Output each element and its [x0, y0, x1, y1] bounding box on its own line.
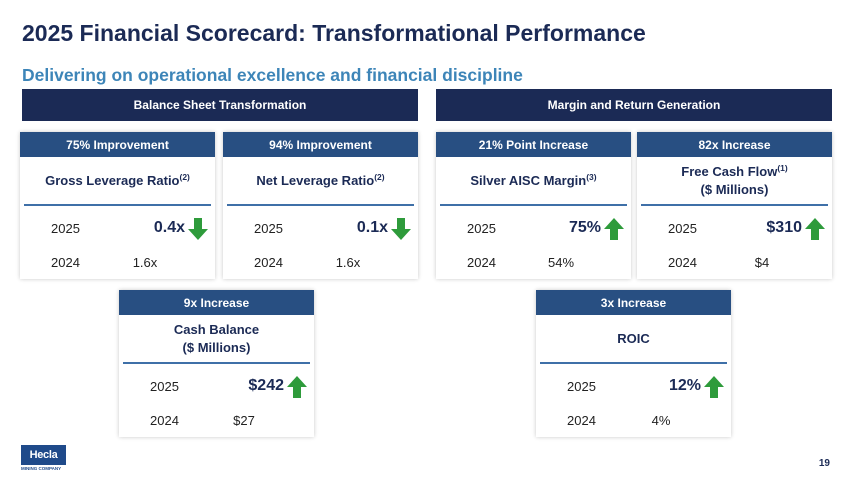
logo-tagline: MINING COMPANY — [21, 466, 62, 471]
increase-badge: 3x Increase — [536, 290, 731, 315]
footnote-ref: (2) — [374, 171, 385, 182]
metric-title: Gross Leverage Ratio(2) — [24, 157, 211, 206]
year-label: 2024 — [567, 412, 596, 428]
increase-badge: 21% Point Increase — [436, 132, 631, 157]
value-current: 12% — [668, 377, 701, 394]
value-prior: 1.6x — [132, 254, 158, 270]
arrow-down-icon — [391, 218, 411, 240]
row-current: 2025 12% — [536, 369, 731, 403]
row-current: 2025 0.4x — [20, 211, 215, 245]
row-current: 2025 75% — [436, 211, 631, 245]
year-label: 2024 — [467, 254, 496, 270]
arrow-up-icon — [704, 376, 724, 398]
slide-subtitle: Delivering on operational excellence and… — [22, 65, 523, 85]
metric-title: ROIC — [540, 315, 727, 364]
footnote-ref: (3) — [586, 171, 597, 182]
logo-wordmark: Hecla — [21, 445, 66, 465]
value-current: 0.1x — [356, 219, 388, 236]
value-current: 0.4x — [153, 219, 185, 236]
arrow-up-icon — [604, 218, 624, 240]
metric-title: Net Leverage Ratio(2) — [227, 157, 414, 206]
arrow-up-icon — [287, 376, 307, 398]
value-prior: 54% — [547, 254, 575, 270]
value-prior: $4 — [754, 254, 770, 270]
year-label: 2024 — [150, 412, 179, 428]
value-prior: 1.6x — [335, 254, 361, 270]
scorecard-gross-leverage: 75% Improvement Gross Leverage Ratio(2) … — [20, 132, 215, 279]
row-prior: 2024 54% — [436, 245, 631, 279]
metric-title: Silver AISC Margin(3) — [440, 157, 627, 206]
improvement-badge: 75% Improvement — [20, 132, 215, 157]
company-logo: Hecla MINING COMPANY — [21, 445, 68, 471]
year-label: 2025 — [254, 220, 283, 236]
year-label: 2025 — [668, 220, 697, 236]
row-prior: 2024 4% — [536, 403, 731, 437]
year-label: 2025 — [467, 220, 496, 236]
year-label: 2024 — [254, 254, 283, 270]
scorecard-free-cash-flow: 82x Increase Free Cash Flow(1) ($ Million… — [637, 132, 832, 279]
value-prior: 4% — [651, 412, 671, 428]
year-label: 2024 — [51, 254, 80, 270]
improvement-badge: 94% Improvement — [223, 132, 418, 157]
row-prior: 2024 $27 — [119, 403, 314, 437]
scorecard-net-leverage: 94% Improvement Net Leverage Ratio(2) 20… — [223, 132, 418, 279]
footnote-ref: (1) — [777, 162, 788, 173]
value-current: $310 — [766, 219, 802, 236]
scorecard-silver-aisc-margin: 21% Point Increase Silver AISC Margin(3)… — [436, 132, 631, 279]
page-number: 19 — [818, 458, 830, 469]
slide-title: 2025 Financial Scorecard: Transformation… — [22, 20, 646, 46]
value-current: 75% — [568, 219, 601, 236]
row-prior: 2024 $4 — [637, 245, 832, 279]
row-current: 2025 $242 — [119, 369, 314, 403]
year-label: 2025 — [51, 220, 80, 236]
row-prior: 2024 1.6x — [20, 245, 215, 279]
footnote-ref: (2) — [179, 171, 190, 182]
metric-title: Free Cash Flow(1) ($ Millions) — [641, 157, 828, 206]
metric-title: Cash Balance ($ Millions) — [123, 315, 310, 364]
year-label: 2024 — [668, 254, 697, 270]
scorecard-roic: 3x Increase ROIC 2025 12% 2024 4% — [536, 290, 731, 437]
row-prior: 2024 1.6x — [223, 245, 418, 279]
value-current: $242 — [248, 377, 284, 394]
arrow-up-icon — [805, 218, 825, 240]
increase-badge: 9x Increase — [119, 290, 314, 315]
year-label: 2025 — [567, 378, 596, 394]
section-header-balance-sheet: Balance Sheet Transformation — [22, 89, 418, 121]
scorecard-cash-balance: 9x Increase Cash Balance ($ Millions) 202… — [119, 290, 314, 437]
section-header-margin-return: Margin and Return Generation — [436, 89, 832, 121]
value-prior: $27 — [233, 412, 255, 428]
row-current: 2025 $310 — [637, 211, 832, 245]
increase-badge: 82x Increase — [637, 132, 832, 157]
row-current: 2025 0.1x — [223, 211, 418, 245]
year-label: 2025 — [150, 378, 179, 394]
arrow-down-icon — [188, 218, 208, 240]
